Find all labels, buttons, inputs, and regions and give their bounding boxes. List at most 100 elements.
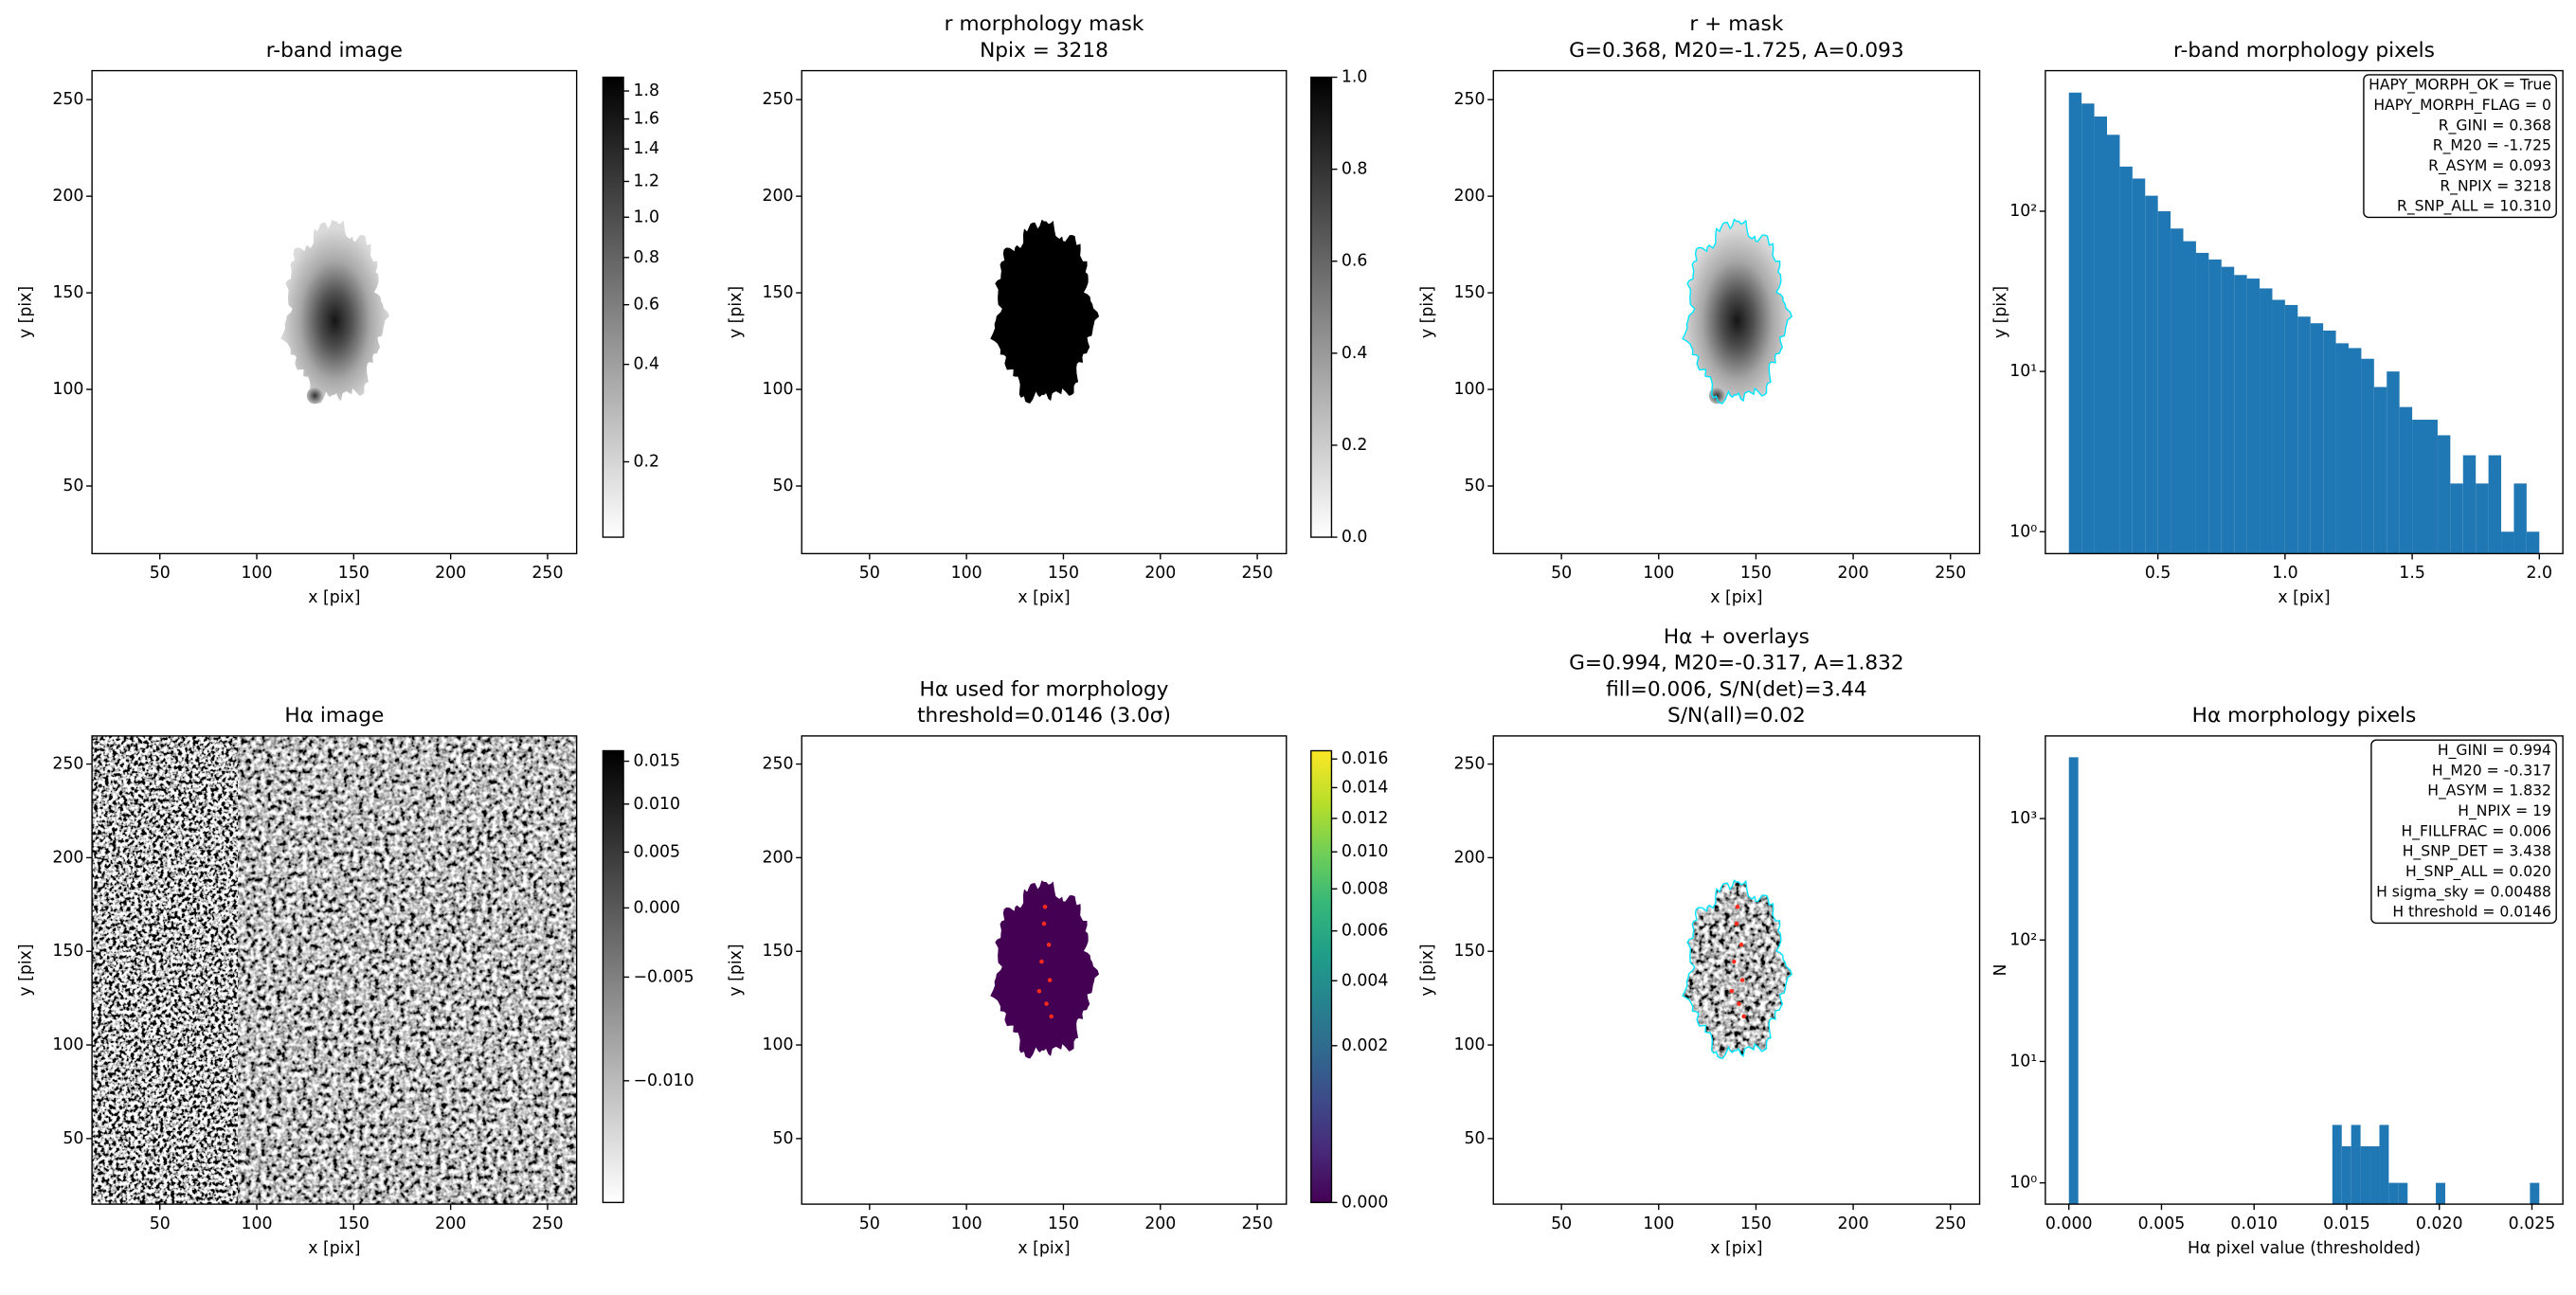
y-tick-label: 50 [1465,1129,1486,1148]
y-tick-label: 50 [63,477,83,495]
x-tick-label: 0.000 [2045,1214,2093,1233]
y-tick-label: 250 [762,90,793,109]
histogram-bar [2450,483,2463,554]
y-tick-label: 10⁰ [2009,522,2037,541]
histogram-bar [2272,299,2285,554]
axes-frame [801,735,1288,1205]
colorbar-tick-label: 0.6 [1342,252,1368,271]
histogram-bar [2094,117,2107,554]
histogram-bar [2399,406,2413,554]
mask-contour [1682,879,1792,1060]
y-tick-label: 50 [1465,477,1486,495]
x-axis-label: Hα pixel value (thresholded) [2188,1239,2421,1258]
histogram-bar [2260,288,2273,554]
colorbar-tick-label: 1.0 [633,207,659,226]
galaxy-image [1683,219,1792,404]
y-tick-label: 50 [772,1129,793,1148]
y-tick-label: 100 [762,1035,793,1054]
x-tick-label: 100 [951,1214,982,1233]
x-axis-label: x [pix] [1018,588,1070,607]
stats-box [2370,739,2557,925]
histogram-bar [2119,166,2133,554]
x-tick-label: 0.5 [2145,564,2171,583]
colorbar-tick-label: 0.8 [633,248,659,267]
colorbar-tick-label: 0.4 [1342,344,1368,363]
y-tick-label: 150 [762,283,793,302]
y-tick-label: 150 [52,942,83,961]
y-axis-label: y [pix] [1418,944,1437,996]
colorbar-tick-label: 1.6 [633,110,659,129]
galaxy-image [280,219,389,404]
histogram-bar [2388,1182,2399,1205]
y-tick-label: 10¹ [2009,1052,2037,1070]
panel-title: G=0.994, M20=-0.317, A=1.832 [1569,652,1904,675]
histogram-bar [2323,330,2336,554]
x-tick-label: 100 [951,564,982,583]
detection-pixel [1044,1001,1049,1006]
x-tick-label: 250 [1242,1214,1273,1233]
histogram-bar [2424,420,2438,554]
histogram-bar [2379,1124,2389,1205]
panel: 50 100 150 200 250 50 100 150 200 250 x [pix] y [pi… [1418,625,1981,1258]
detection-pixel [1729,988,1735,994]
x-tick-label: 50 [150,564,171,583]
colorbar-tick-label: 0.000 [633,898,680,917]
x-tick-label: 200 [1144,1214,1176,1233]
plot-area [990,880,1100,1059]
stats-line: R_GINI = 0.368 [2439,117,2551,135]
stats-line: H_SNP_ALL = 0.020 [2405,863,2551,881]
panel-title: r-band morphology pixels [2173,39,2435,63]
panel-title: r + mask [1689,12,1783,36]
x-tick-label: 150 [1740,564,1772,583]
x-tick-label: 250 [1935,1214,1966,1233]
x-tick-label: 200 [1838,564,1869,583]
detection-pixel [1737,1001,1741,1006]
panel: 0.000 0.005 0.010 0.015 0.020 0.025 10⁰ 10¹ 10² 1… [1991,704,2564,1258]
colorbar-tick-label: 0.004 [1342,971,1389,990]
colorbar-tick-label: 0.8 [1342,160,1368,179]
panel: 50 100 150 200 250 50 100 150 200 250 x [pix] y [pi… [17,704,694,1258]
histogram-bar [2351,1124,2361,1205]
x-tick-label: 100 [241,564,272,583]
colorbar-tick-label: 0.000 [1342,1193,1389,1212]
histogram-bar [2297,316,2311,554]
x-tick-label: 50 [1551,1214,1572,1233]
y-axis-label: y [pix] [1991,286,2010,338]
x-axis-label: x [pix] [308,1239,360,1258]
colorbar-tick-label: 0.010 [633,795,680,814]
y-tick-label: 250 [52,755,83,774]
colorbar-tick-label: 0.6 [633,296,659,315]
y-axis-label: N [1991,963,2010,976]
x-tick-label: 250 [1242,564,1273,583]
histogram-bar [2398,1182,2408,1205]
colorbar [1310,749,1333,1204]
colorbar-tick-label: −0.010 [633,1071,694,1090]
y-tick-label: 150 [762,942,793,961]
histogram-bar [2068,92,2082,554]
x-tick-label: 0.005 [2138,1214,2186,1233]
detection-pixel [1047,978,1053,982]
histogram-bar [2369,1146,2380,1205]
axes-frame [801,69,1288,555]
x-axis-label: x [pix] [308,588,360,607]
colorbar [602,749,624,1204]
histogram-bar [2145,195,2158,554]
detection-pixel [1741,1014,1746,1019]
x-tick-label: 0.020 [2416,1214,2463,1233]
histogram-bar [2341,1146,2351,1205]
noise-image [92,735,238,1205]
panel-title: fill=0.006, S/N(det)=3.44 [1606,677,1867,701]
y-tick-label: 100 [52,380,83,399]
panel-title: Npix = 3218 [980,39,1108,63]
y-tick-label: 200 [762,848,793,867]
detection-pixel [1734,921,1739,926]
colorbar-tick-label: 0.015 [633,752,680,771]
x-tick-label: 200 [1838,1214,1869,1233]
histogram-bar [2171,228,2184,554]
axes-frame [1492,735,1981,1205]
y-axis-label: y [pix] [1418,286,1437,338]
panel-title: Hα image [284,704,384,728]
colorbar-tick-label: 0.012 [1342,809,1389,828]
colorbar [1310,76,1333,538]
x-tick-label: 100 [1643,564,1674,583]
